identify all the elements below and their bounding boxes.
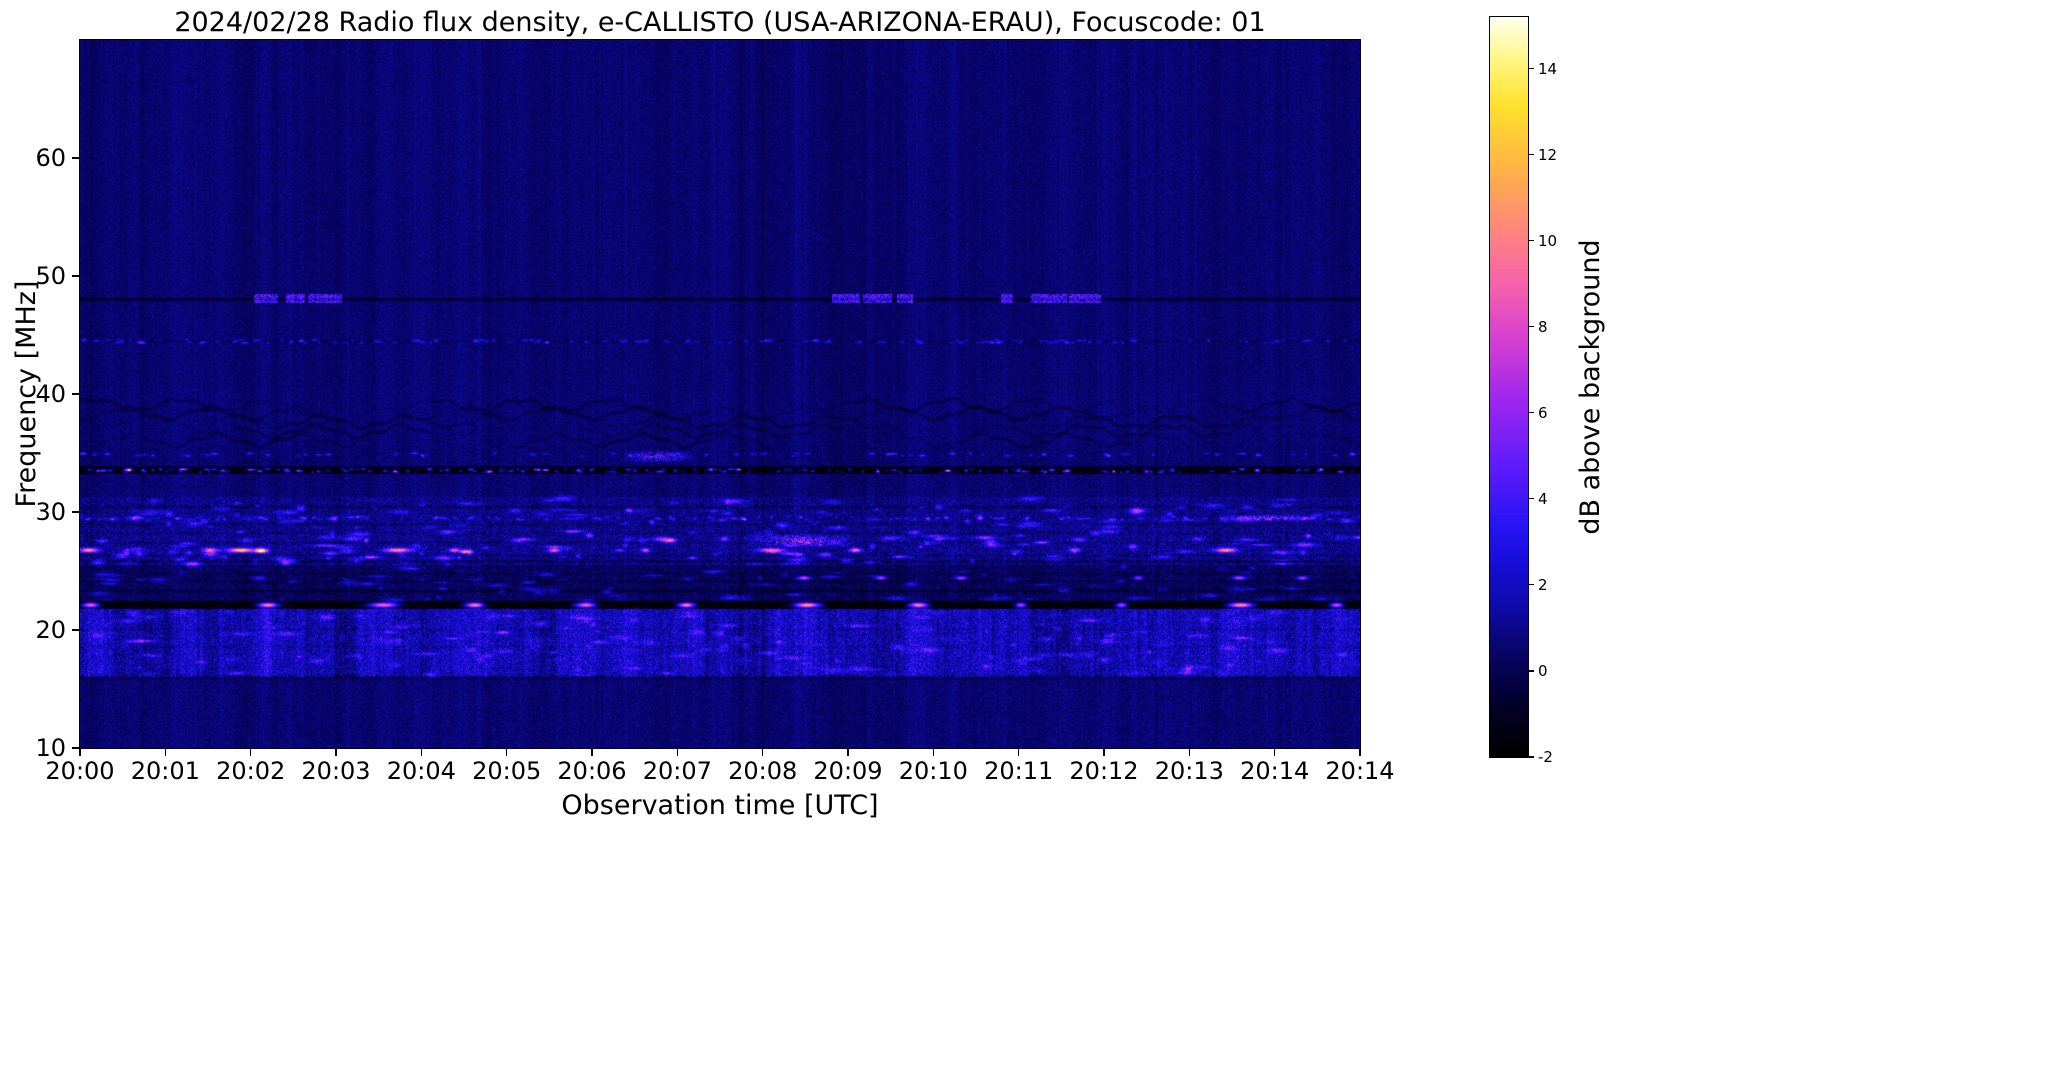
x-tick-label: 20:11 (984, 757, 1054, 785)
colorbar-tick-mark (1529, 326, 1534, 328)
x-axis-label: Observation time [UTC] (561, 790, 879, 821)
colorbar-tick-label: 0 (1538, 661, 1548, 680)
colorbar-tick-mark (1529, 154, 1534, 156)
colorbar-canvas (1490, 17, 1528, 757)
x-tick-mark (79, 749, 81, 756)
x-tick-mark (1188, 749, 1191, 756)
x-tick-mark (335, 749, 337, 756)
x-tick-mark (591, 749, 593, 756)
x-tick-mark (761, 749, 764, 756)
x-tick-label: 20:04 (386, 757, 456, 785)
x-tick-mark (1359, 749, 1361, 756)
colorbar-tick-label: 10 (1538, 231, 1558, 250)
y-tick-label: 20 (35, 616, 66, 644)
x-tick-label: 20:03 (301, 757, 371, 785)
colorbar-tick-mark (1529, 240, 1534, 242)
x-tick-label: 20:05 (472, 757, 542, 785)
x-tick-label: 20:09 (813, 757, 883, 785)
x-tick-label: 20:10 (898, 757, 968, 785)
y-tick-label: 10 (35, 734, 66, 762)
y-tick-label: 60 (35, 144, 66, 172)
colorbar-tick-label: -2 (1538, 748, 1553, 766)
spectrogram-plot (79, 39, 1361, 749)
y-tick-label: 40 (35, 380, 66, 408)
x-tick-label: 20:00 (45, 757, 115, 785)
colorbar-tick-label: 6 (1538, 403, 1548, 422)
plot-title: 2024/02/28 Radio flux density, e-CALLIST… (174, 7, 1266, 38)
y-tick-label: 50 (35, 262, 66, 290)
colorbar-tick-label: 4 (1538, 489, 1548, 508)
x-tick-label: 20:01 (130, 757, 200, 785)
colorbar-tick-label: 12 (1538, 145, 1558, 164)
x-tick-mark (164, 749, 167, 756)
y-tick-mark (72, 393, 79, 395)
x-tick-label: 20:12 (1069, 757, 1139, 785)
x-tick-mark (1103, 749, 1105, 756)
colorbar (1489, 16, 1529, 758)
colorbar-tick-mark (1529, 670, 1534, 672)
x-tick-label: 20:14 (1325, 757, 1395, 785)
x-tick-mark (420, 749, 423, 756)
x-tick-mark (1273, 749, 1276, 756)
y-tick-mark (72, 511, 79, 513)
colorbar-tick-mark (1529, 412, 1534, 414)
colorbar-tick-mark (1529, 584, 1534, 586)
y-tick-mark (72, 747, 79, 749)
colorbar-tick-mark (1529, 68, 1534, 70)
colorbar-tick-mark (1529, 756, 1534, 758)
y-tick-mark (72, 629, 79, 631)
x-tick-label: 20:14 (1240, 757, 1310, 785)
y-tick-mark (72, 275, 79, 277)
x-tick-label: 20:08 (728, 757, 798, 785)
colorbar-tick-mark (1529, 498, 1534, 500)
x-tick-mark (1017, 749, 1020, 756)
x-tick-label: 20:07 (642, 757, 712, 785)
colorbar-tick-label: 2 (1538, 575, 1548, 594)
y-tick-label: 30 (35, 498, 66, 526)
x-tick-mark (676, 749, 679, 756)
x-tick-mark (932, 749, 935, 756)
colorbar-tick-label: 8 (1538, 317, 1548, 336)
x-tick-label: 20:13 (1154, 757, 1224, 785)
x-tick-mark (847, 749, 849, 756)
x-tick-mark (505, 749, 508, 756)
x-tick-mark (249, 749, 252, 756)
colorbar-label: dB above background (1575, 239, 1606, 535)
spectrogram-canvas (80, 40, 1360, 748)
x-tick-label: 20:02 (216, 757, 286, 785)
colorbar-tick-label: 14 (1538, 59, 1558, 78)
y-tick-mark (72, 157, 79, 159)
x-tick-label: 20:06 (557, 757, 627, 785)
